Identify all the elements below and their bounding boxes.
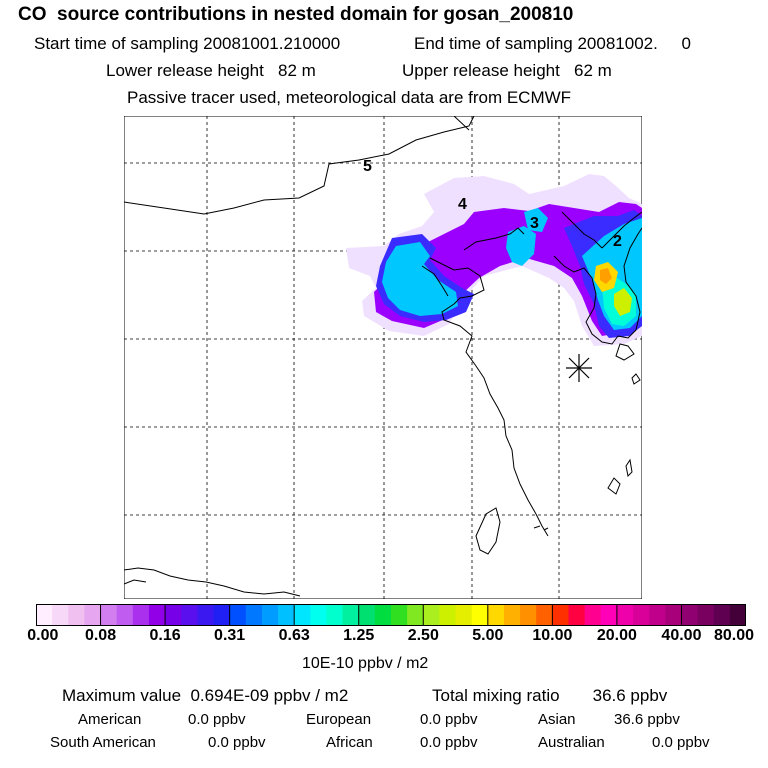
colorbar-cell bbox=[584, 604, 602, 626]
colorbar-tick-label: 0.00 bbox=[27, 627, 59, 644]
region-american-label: American bbox=[78, 711, 142, 728]
colorbar-cell bbox=[181, 604, 198, 626]
colorbar-cell bbox=[487, 604, 505, 626]
colorbar-cell bbox=[68, 604, 86, 626]
colorbar-cell bbox=[568, 604, 586, 626]
colorbar-tick-label: 0.16 bbox=[149, 627, 181, 644]
colorbar-cell bbox=[729, 604, 746, 626]
colorbar-tick-label: 80.00 bbox=[713, 627, 755, 644]
colorbar-tick-label: 1.25 bbox=[343, 627, 375, 644]
region-australian-value: 0.0 ppbv bbox=[652, 734, 710, 751]
colorbar-cell bbox=[132, 604, 150, 626]
colorbar-tick-label: 0.08 bbox=[84, 627, 117, 644]
colorbar-cell bbox=[165, 604, 182, 626]
colorbar-cell bbox=[665, 604, 683, 626]
region-american-value: 0.0 ppbv bbox=[188, 711, 246, 728]
colorbar-unit: 10E-10 ppbv / m2 bbox=[302, 655, 429, 672]
colorbar-tick-label: 10.00 bbox=[532, 627, 573, 644]
maximum-value: Maximum value 0.694E-09 ppbv / m2 bbox=[62, 686, 349, 705]
colorbar-cell bbox=[616, 604, 634, 626]
colorbar-cell bbox=[148, 604, 166, 626]
region-european-value: 0.0 ppbv bbox=[420, 711, 478, 728]
colorbar-cell bbox=[278, 604, 295, 626]
colorbar-cell bbox=[116, 604, 134, 626]
colorbar-cell bbox=[294, 604, 311, 626]
coastlines bbox=[124, 116, 642, 597]
start-time-label: Start time of sampling 20081001.210000 bbox=[34, 34, 341, 53]
colorbar-tick-label: 0.31 bbox=[214, 627, 246, 644]
region-european-label: European bbox=[306, 711, 372, 728]
trajectory-day-labels: 5 4 3 2 bbox=[363, 158, 622, 250]
colorbar-cell bbox=[84, 604, 102, 626]
colorbar-cell bbox=[374, 604, 392, 626]
colorbar-cell bbox=[697, 604, 715, 626]
colorbar-cell bbox=[197, 604, 215, 626]
colorbar-cell bbox=[229, 604, 247, 626]
plot-title: CO source contributions in nested domain… bbox=[18, 4, 574, 25]
day-label-5: 5 bbox=[363, 158, 372, 175]
colorbar-cell bbox=[520, 604, 537, 626]
lower-release-height: Lower release height 82 m bbox=[106, 61, 316, 80]
receptor-star-icon bbox=[566, 354, 592, 382]
colorbar-cell bbox=[52, 604, 69, 626]
colorbar-cell bbox=[261, 604, 279, 626]
footprint-map: 5 4 3 2 bbox=[124, 116, 642, 599]
colorbar-cell bbox=[245, 604, 263, 626]
region-australian-label: Australian bbox=[538, 734, 605, 751]
end-time-label: End time of sampling 20081002. 0 bbox=[414, 34, 691, 53]
colorbar bbox=[36, 604, 746, 626]
colorbar-cell bbox=[342, 604, 360, 626]
colorbar-cell bbox=[552, 604, 570, 626]
colorbar-cell bbox=[633, 604, 650, 626]
region-african-value: 0.0 ppbv bbox=[420, 734, 478, 751]
total-mixing-ratio: Total mixing ratio 36.6 ppbv bbox=[432, 686, 668, 705]
colorbar-cell bbox=[407, 604, 424, 626]
colorbar-cell bbox=[649, 604, 666, 626]
day-label-3: 3 bbox=[530, 215, 539, 232]
region-african-label: African bbox=[326, 734, 373, 751]
colorbar-tick-label: 40.00 bbox=[661, 627, 702, 644]
region-south-american-label: South American bbox=[50, 734, 156, 751]
colorbar-cell bbox=[681, 604, 699, 626]
colorbar-cell bbox=[536, 604, 553, 626]
day-label-2: 2 bbox=[613, 233, 622, 250]
region-asian-value: 36.6 ppbv bbox=[614, 711, 680, 728]
source-plume bbox=[346, 174, 642, 346]
colorbar-cell bbox=[503, 604, 521, 626]
colorbar-tick-label: 5.00 bbox=[472, 627, 504, 644]
colorbar-cell bbox=[600, 604, 618, 626]
colorbar-tick-label: 0.63 bbox=[278, 627, 310, 644]
colorbar-cell bbox=[391, 604, 408, 626]
day-label-4: 4 bbox=[458, 196, 467, 213]
colorbar-cell bbox=[326, 604, 344, 626]
colorbar-cell bbox=[36, 604, 53, 626]
colorbar-cell bbox=[423, 604, 441, 626]
colorbar-cell bbox=[358, 604, 376, 626]
colorbar-tick-label: 20.00 bbox=[596, 627, 637, 644]
region-south-american-value: 0.0 ppbv bbox=[208, 734, 266, 751]
region-asian-label: Asian bbox=[538, 711, 576, 728]
colorbar-cell bbox=[310, 604, 328, 626]
colorbar-cell bbox=[100, 604, 118, 626]
colorbar-cell bbox=[471, 604, 489, 626]
colorbar-cell bbox=[213, 604, 231, 626]
upper-release-height: Upper release height 62 m bbox=[402, 61, 612, 80]
tracer-note: Passive tracer used, meteorological data… bbox=[127, 88, 572, 107]
colorbar-cell bbox=[713, 604, 731, 626]
colorbar-cell bbox=[439, 604, 457, 626]
colorbar-cell bbox=[455, 604, 473, 626]
colorbar-tick-label: 2.50 bbox=[407, 627, 439, 644]
